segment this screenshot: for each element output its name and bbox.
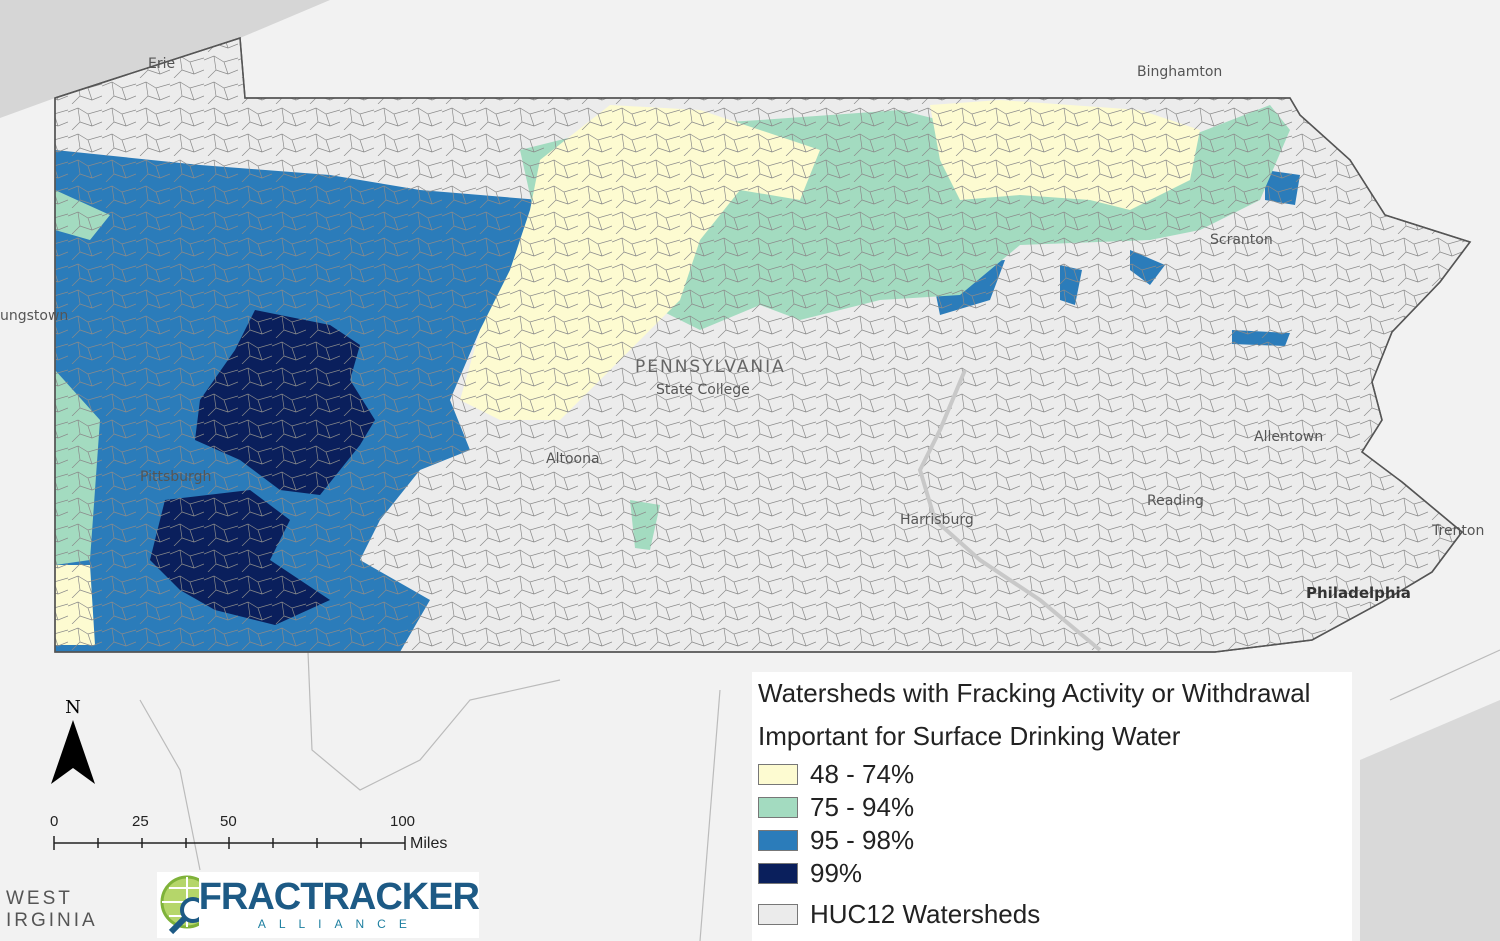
legend-swatch: [758, 904, 798, 925]
legend-label: 95 - 98%: [810, 825, 915, 855]
city-label-reading: Reading: [1147, 493, 1204, 509]
atlantic-ocean: [1360, 700, 1500, 941]
scale-tick-label: 50: [220, 813, 237, 830]
legend-label: 99%: [810, 858, 863, 888]
legend-label: 48 - 74%: [810, 759, 915, 789]
north-label: N: [65, 697, 81, 718]
city-label-harrisburg: Harrisburg: [900, 512, 974, 528]
susquehanna-river: [917, 369, 1102, 652]
city-label-philadelphia: Philadelphia: [1306, 584, 1411, 602]
city-label-allentown: Allentown: [1254, 429, 1323, 445]
region-label-line2: IRGINIA: [6, 910, 98, 931]
state-label: PENNSYLVANIA: [635, 357, 786, 377]
scale-unit: Miles: [410, 835, 447, 852]
legend-title-line1: Watersheds with Fracking Activity or Wit…: [758, 678, 1311, 708]
legend-swatch: [758, 797, 798, 818]
logo-sub: ALLIANCE: [257, 917, 420, 931]
scale-tick-label: 0: [50, 813, 58, 830]
west-virginia-label: WEST IRGINIA: [6, 888, 98, 932]
scale-bar: 0 25 50 100 Miles: [50, 813, 447, 852]
legend: Watersheds with Fracking Activity or Wit…: [752, 672, 1352, 941]
legend-item-huc12: HUC12 Watersheds: [752, 898, 1352, 931]
legend-item-48-74: 48 - 74%: [752, 758, 1352, 791]
north-arrow: N: [48, 697, 98, 793]
legend-swatch: [758, 863, 798, 884]
legend-item-95-98: 95 - 98%: [752, 824, 1352, 857]
city-label-state-college: State College: [656, 382, 750, 398]
fractracker-logo: FRACTRACKER ALLIANCE: [157, 872, 480, 938]
logo-name: FRACTRACKER: [198, 876, 480, 918]
state-borders: [139, 649, 1500, 941]
legend-label: 75 - 94%: [810, 792, 915, 822]
pa-border: [54, 36, 1472, 653]
legend-item-75-94: 75 - 94%: [752, 791, 1352, 824]
region-label-line1: WEST: [6, 888, 73, 909]
legend-title-line2: Important for Surface Drinking Water: [758, 721, 1181, 751]
city-label-trenton: Trenton: [1431, 523, 1484, 539]
scale-tick-label: 25: [132, 813, 149, 830]
city-label-altoona: Altoona: [546, 451, 600, 467]
legend-item-99: 99%: [752, 857, 1352, 890]
city-label-youngstown: ungstown: [0, 308, 68, 324]
pennsylvania-watersheds: [55, 38, 1470, 652]
legend-swatch: [758, 830, 798, 851]
legend-label: HUC12 Watersheds: [810, 899, 1041, 929]
city-label-scranton: Scranton: [1210, 232, 1273, 248]
north-arrow-icon: [51, 720, 95, 784]
legend-swatch: [758, 764, 798, 785]
city-label-pittsburgh: Pittsburgh: [140, 469, 211, 485]
scale-tick-label: 100: [390, 813, 415, 830]
city-label-binghamton: Binghamton: [1137, 64, 1222, 80]
city-label-erie: Erie: [148, 56, 175, 72]
globe-magnifier-icon: [160, 875, 199, 935]
